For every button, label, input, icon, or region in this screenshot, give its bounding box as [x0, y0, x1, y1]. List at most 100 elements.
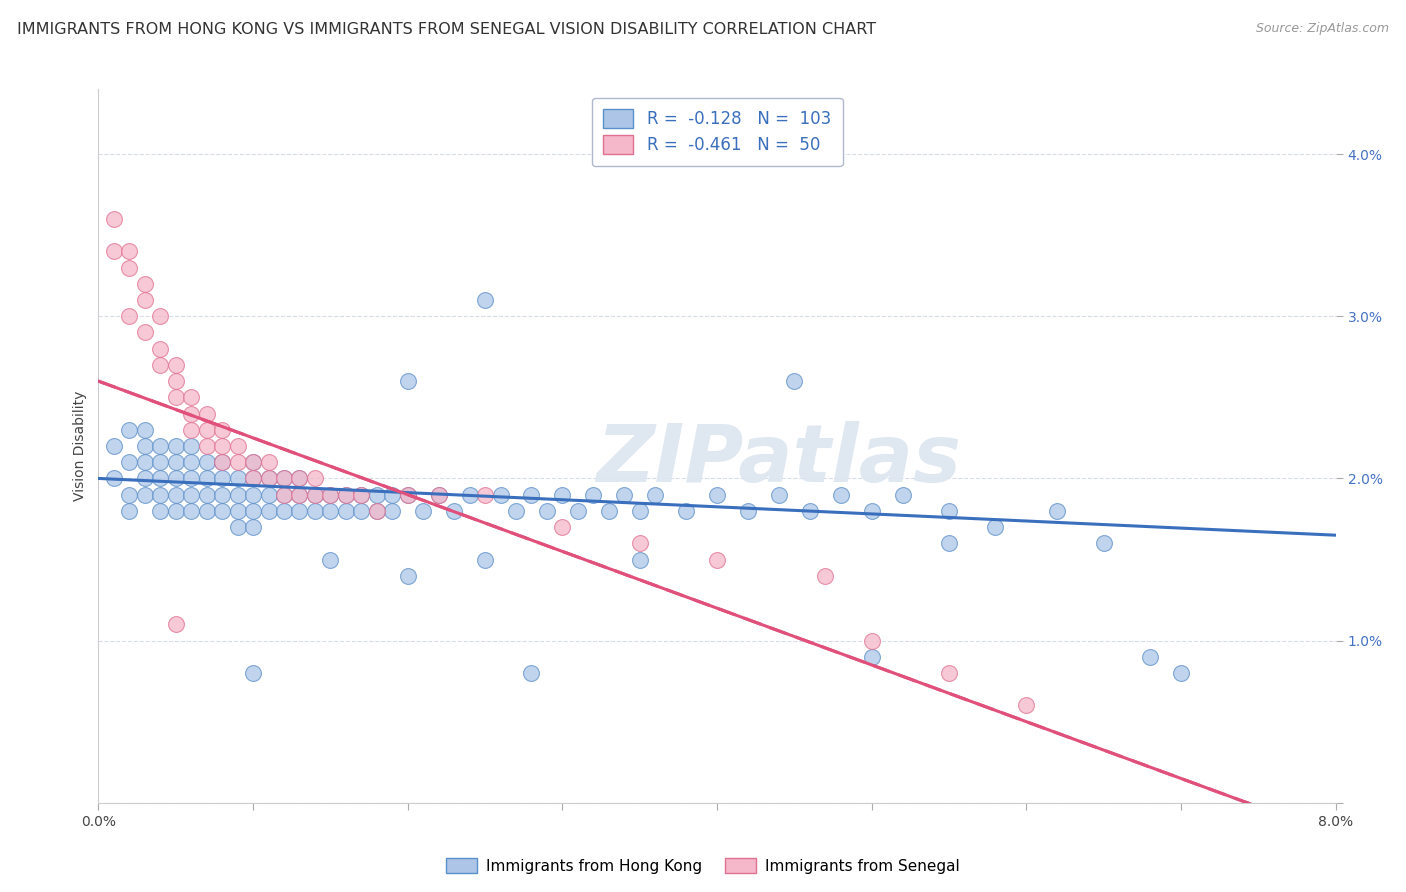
- Point: [257, 455, 280, 469]
- Point: [366, 488, 388, 502]
- Point: [381, 504, 404, 518]
- Point: [520, 666, 543, 681]
- Point: [273, 488, 295, 502]
- Point: [149, 455, 172, 469]
- Point: [644, 488, 666, 502]
- Point: [118, 260, 141, 275]
- Point: [134, 471, 156, 485]
- Point: [706, 552, 728, 566]
- Point: [551, 488, 574, 502]
- Point: [180, 423, 202, 437]
- Point: [149, 358, 172, 372]
- Point: [226, 504, 249, 518]
- Point: [149, 310, 172, 324]
- Point: [226, 439, 249, 453]
- Point: [149, 471, 172, 485]
- Point: [458, 488, 481, 502]
- Point: [288, 471, 311, 485]
- Point: [226, 471, 249, 485]
- Legend: Immigrants from Hong Kong, Immigrants from Senegal: Immigrants from Hong Kong, Immigrants fr…: [440, 852, 966, 880]
- Point: [520, 488, 543, 502]
- Point: [891, 488, 914, 502]
- Point: [474, 552, 496, 566]
- Point: [613, 488, 636, 502]
- Point: [1046, 504, 1069, 518]
- Point: [427, 488, 450, 502]
- Point: [938, 666, 960, 681]
- Point: [396, 488, 419, 502]
- Point: [706, 488, 728, 502]
- Point: [149, 439, 172, 453]
- Point: [350, 488, 373, 502]
- Point: [860, 633, 883, 648]
- Point: [304, 471, 326, 485]
- Point: [737, 504, 759, 518]
- Point: [304, 488, 326, 502]
- Point: [366, 504, 388, 518]
- Point: [860, 504, 883, 518]
- Point: [165, 455, 187, 469]
- Point: [984, 520, 1007, 534]
- Point: [396, 374, 419, 388]
- Point: [396, 568, 419, 582]
- Point: [226, 455, 249, 469]
- Point: [412, 504, 434, 518]
- Point: [427, 488, 450, 502]
- Point: [180, 455, 202, 469]
- Point: [165, 617, 187, 632]
- Point: [273, 504, 295, 518]
- Point: [304, 488, 326, 502]
- Point: [211, 488, 233, 502]
- Point: [830, 488, 852, 502]
- Point: [505, 504, 527, 518]
- Point: [195, 407, 218, 421]
- Point: [628, 552, 651, 566]
- Point: [582, 488, 605, 502]
- Point: [103, 244, 125, 259]
- Point: [319, 552, 342, 566]
- Point: [180, 471, 202, 485]
- Point: [273, 471, 295, 485]
- Legend: R =  -0.128   N =  103, R =  -0.461   N =  50: R = -0.128 N = 103, R = -0.461 N = 50: [592, 97, 842, 166]
- Point: [134, 293, 156, 307]
- Point: [103, 439, 125, 453]
- Point: [489, 488, 512, 502]
- Point: [165, 358, 187, 372]
- Point: [134, 277, 156, 291]
- Point: [118, 244, 141, 259]
- Point: [474, 293, 496, 307]
- Point: [1015, 698, 1038, 713]
- Point: [288, 504, 311, 518]
- Point: [938, 536, 960, 550]
- Point: [304, 504, 326, 518]
- Point: [675, 504, 697, 518]
- Point: [396, 488, 419, 502]
- Point: [165, 390, 187, 404]
- Point: [335, 488, 357, 502]
- Point: [180, 504, 202, 518]
- Point: [195, 455, 218, 469]
- Point: [443, 504, 465, 518]
- Point: [1139, 649, 1161, 664]
- Point: [211, 471, 233, 485]
- Point: [180, 407, 202, 421]
- Point: [474, 488, 496, 502]
- Point: [211, 423, 233, 437]
- Point: [319, 488, 342, 502]
- Point: [1170, 666, 1192, 681]
- Point: [242, 666, 264, 681]
- Point: [118, 455, 141, 469]
- Point: [165, 439, 187, 453]
- Point: [319, 488, 342, 502]
- Point: [103, 471, 125, 485]
- Point: [165, 504, 187, 518]
- Point: [226, 520, 249, 534]
- Point: [319, 504, 342, 518]
- Point: [195, 423, 218, 437]
- Point: [257, 488, 280, 502]
- Point: [149, 342, 172, 356]
- Point: [134, 488, 156, 502]
- Point: [149, 488, 172, 502]
- Point: [211, 439, 233, 453]
- Point: [211, 504, 233, 518]
